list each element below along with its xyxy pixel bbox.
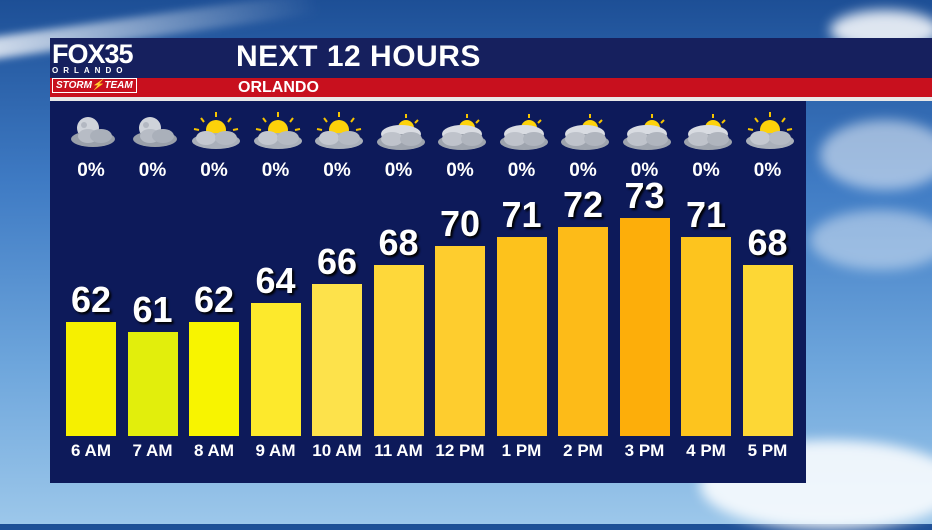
forecast-column: 0% 68 11 AM (373, 100, 425, 480)
temperature-label: 62 (70, 279, 112, 320)
rain-chance-label: 0% (138, 160, 167, 181)
hour-label: 1 PM (501, 441, 542, 460)
temperature-bar (558, 227, 608, 436)
hour-label: 11 AM (374, 441, 423, 460)
temperature-label: 71 (501, 193, 542, 235)
temperature-label: 72 (562, 184, 604, 225)
rain-chance-label: 0% (261, 160, 290, 181)
rain-chance-label: 0% (753, 160, 782, 181)
rain-chance-label: 0% (507, 160, 536, 181)
hour-label: 2 PM (563, 441, 603, 460)
temperature-label: 68 (378, 222, 419, 263)
hour-label: 4 PM (686, 441, 726, 460)
header-divider (50, 97, 932, 101)
moon-cloud-icon (128, 112, 182, 152)
hour-label: 5 PM (747, 441, 788, 460)
rain-chance-label: 0% (630, 160, 659, 181)
temperature-bar (373, 265, 424, 436)
moon-cloud-icon (66, 112, 120, 152)
logo-city: ORLANDO (52, 66, 128, 75)
forecast-column: 0% 73 3 PM (619, 100, 671, 480)
header-bar (50, 38, 932, 78)
subheader-bar (50, 78, 932, 97)
rain-chance-label: 0% (384, 160, 413, 181)
cloudy-icon (497, 112, 551, 152)
forecast-column: 0% 64 9 AM (250, 100, 302, 480)
forecast-column: 0% 72 2 PM (558, 100, 609, 480)
temperature-bar (742, 265, 793, 436)
temperature-label: 61 (132, 288, 173, 330)
forecast-column: 0% 71 1 PM (496, 100, 548, 480)
temperature-bar (681, 236, 731, 436)
rain-chance-label: 0% (77, 160, 105, 181)
temperature-bar (435, 246, 485, 436)
forecast-column: 0% 62 6 AM (66, 100, 116, 480)
sun-cloud-icon (189, 112, 243, 152)
cloudy-icon (435, 112, 489, 152)
page-title: NEXT 12 HOURS (236, 40, 481, 73)
rain-chance-label: 0% (323, 160, 351, 181)
sun-cloud-icon (312, 112, 366, 152)
temperature-label: 70 (439, 203, 481, 244)
location-label: ORLANDO (238, 79, 319, 96)
temperature-label: 71 (685, 193, 727, 235)
hour-label: 8 AM (194, 441, 234, 460)
logo-brand: FOX35 (52, 39, 134, 69)
sun-cloud-icon (251, 112, 305, 152)
forecast-column: 0% 68 5 PM (742, 100, 794, 480)
forecast-column: 0% 66 10 AM (312, 100, 363, 480)
hour-label: 9 AM (255, 441, 296, 460)
temperature-bar (250, 303, 301, 436)
cloudy-icon (681, 112, 735, 152)
temperature-bar (189, 322, 239, 436)
temperature-bar (619, 217, 670, 436)
station-logo: FOX35 ORLANDO STORM⚡TEAM (52, 40, 160, 96)
temperature-bar (312, 284, 362, 436)
hour-label: 10 AM (312, 441, 362, 460)
cloudy-icon (374, 112, 428, 152)
temperature-bar (127, 331, 178, 436)
forecast-column: 0% 62 8 AM (189, 100, 240, 480)
temperature-label: 64 (255, 260, 296, 301)
forecast-column: 0% 61 7 AM (127, 100, 178, 480)
temperature-bar (496, 236, 547, 436)
forecast-column: 0% 70 12 PM (435, 100, 486, 480)
rain-chance-label: 0% (200, 160, 228, 181)
logo-team: STORM⚡TEAM (52, 78, 137, 93)
temperature-label: 66 (316, 241, 358, 282)
background-cloud (810, 210, 932, 270)
cloudy-icon (558, 112, 612, 152)
temperature-label: 73 (624, 174, 665, 216)
temperature-label: 62 (193, 279, 235, 320)
forecast-column: 0% 71 4 PM (681, 100, 732, 480)
temperature-label: 68 (747, 222, 788, 263)
sun-cloud-icon (743, 112, 797, 152)
hour-label: 3 PM (624, 441, 665, 460)
rain-chance-label: 0% (692, 160, 720, 181)
temperature-bar (66, 322, 116, 436)
hour-label: 12 PM (435, 441, 485, 460)
background-cloud (820, 120, 932, 190)
cloudy-icon (620, 112, 674, 152)
rain-chance-label: 0% (569, 160, 597, 181)
hour-label: 7 AM (132, 441, 173, 460)
rain-chance-label: 0% (446, 160, 474, 181)
hour-label: 6 AM (71, 441, 111, 460)
